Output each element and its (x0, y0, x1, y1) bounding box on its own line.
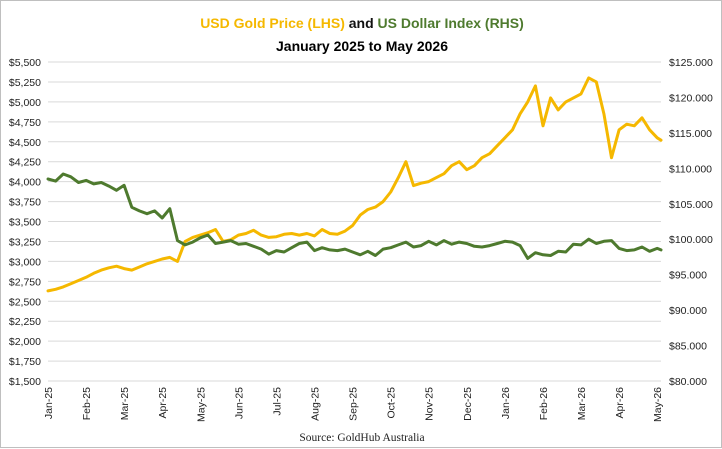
x-tick-label: Oct-25 (386, 387, 398, 419)
right-tick-label: $80.000 (669, 376, 707, 388)
left-tick-label: $2,250 (9, 316, 41, 328)
x-tick-label: Mar-26 (576, 387, 588, 420)
x-tick-label: Feb-25 (81, 387, 93, 420)
series-lines (46, 76, 663, 293)
x-tick-label: Sep-25 (348, 387, 360, 421)
chart-title: USD Gold Price (LHS) and US Dollar Index… (200, 15, 524, 31)
gold-price-line (46, 76, 663, 293)
x-tick-label: Jan-25 (43, 387, 55, 419)
right-tick-label: $85.000 (669, 341, 707, 353)
left-tick-label: $2,500 (9, 296, 41, 308)
x-tick-label: Aug-25 (310, 387, 322, 421)
left-tick-label: $5,250 (9, 77, 41, 89)
right-tick-label: $110.000 (669, 163, 712, 175)
left-tick-label: $1,500 (9, 376, 41, 388)
left-tick-label: $2,750 (9, 276, 41, 288)
x-tick-label: Feb-26 (538, 387, 550, 420)
right-tick-label: $105.000 (669, 199, 713, 211)
left-tick-label: $1,750 (9, 356, 41, 368)
right-tick-label: $90.000 (669, 305, 707, 317)
x-tick-label: May-26 (652, 387, 664, 422)
x-tick-label: May-25 (195, 387, 207, 422)
left-tick-label: $3,000 (9, 256, 41, 268)
left-axis-ticks: $1,500 $1,750 $2,000 $2,250 $2,500 $2,750 $3,0… (9, 57, 41, 388)
left-tick-label: $4,500 (9, 137, 41, 149)
x-tick-label: Mar-25 (119, 387, 131, 420)
left-tick-label: $3,750 (9, 197, 41, 209)
right-tick-label: $115.000 (669, 128, 712, 140)
left-tick-label: $2,000 (9, 336, 41, 348)
left-tick-label: $4,250 (9, 157, 41, 169)
right-tick-label: $100.000 (669, 234, 713, 246)
left-tick-label: $4,000 (9, 177, 41, 189)
right-axis-ticks: $80.000 $85.000 $90.000 $95.000 $100.000 $105… (669, 57, 713, 388)
left-tick-label: $5,500 (9, 57, 41, 69)
left-tick-label: $3,250 (9, 236, 41, 248)
x-tick-label: Apr-25 (157, 387, 169, 419)
x-tick-label: Dec-25 (462, 387, 474, 421)
right-tick-label: $120.000 (669, 92, 713, 104)
title-part-0: USD Gold Price (LHS) (200, 15, 345, 31)
x-tick-label: Apr-26 (614, 387, 626, 419)
title-part-2: US Dollar Index (RHS) (378, 15, 524, 31)
left-tick-label: $5,000 (9, 97, 41, 109)
x-tick-label: Jan-26 (500, 387, 512, 419)
title-part-1: and (345, 15, 378, 31)
left-tick-label: $3,500 (9, 217, 41, 229)
right-tick-label: $125.000 (669, 57, 713, 69)
chart-subtitle: January 2025 to May 2026 (276, 38, 448, 54)
left-tick-label: $4,750 (9, 117, 41, 129)
gridlines (48, 61, 661, 382)
x-axis-ticks: Jan-25 Feb-25 Mar-25 Apr-25 May-25 Jun-25 Jul-… (43, 387, 664, 422)
x-tick-label: Nov-25 (424, 387, 436, 421)
chart-source: Source: GoldHub Australia (299, 432, 424, 444)
right-tick-label: $95.000 (669, 270, 707, 282)
x-tick-label: Jul-25 (271, 387, 283, 416)
dollar-index-line (46, 172, 663, 260)
x-tick-label: Jun-25 (233, 387, 245, 419)
